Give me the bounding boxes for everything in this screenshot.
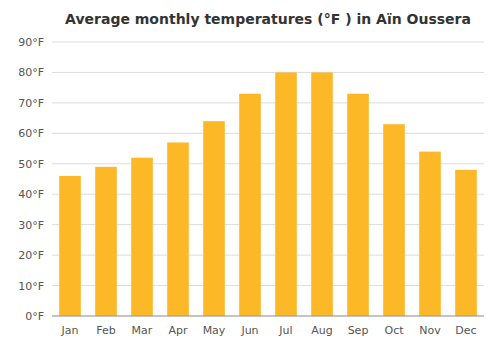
bar	[131, 158, 153, 316]
bar	[95, 167, 117, 316]
bar	[347, 94, 369, 316]
x-tick-label: Nov	[419, 324, 441, 337]
y-tick-label: 90°F	[18, 36, 44, 49]
x-tick-label: Jan	[61, 324, 79, 337]
x-tick-label: Sep	[348, 324, 369, 337]
bar	[275, 72, 297, 316]
bar	[239, 94, 261, 316]
y-tick-label: 0°F	[25, 310, 44, 323]
x-tick-label: Dec	[455, 324, 476, 337]
x-tick-label: Jun	[240, 324, 258, 337]
y-grid	[52, 42, 484, 316]
page: {"chart_data": {"type": "bar", "title": …	[0, 0, 500, 350]
title: Average monthly temperatures (°F ) in Aï…	[65, 11, 471, 27]
y-tick-label: 50°F	[18, 158, 44, 171]
bar	[419, 152, 441, 316]
bar	[167, 142, 189, 316]
bar	[59, 176, 81, 316]
y-tick-label: 30°F	[18, 219, 44, 232]
grid-line	[52, 42, 484, 43]
grid-line	[52, 133, 484, 134]
bars	[59, 72, 477, 316]
bar	[311, 72, 333, 316]
x-axis: Jan Feb Mar Apr May Jun Jul Aug Sep Oct Nov Dec	[61, 324, 477, 337]
x-tick-label: Mar	[132, 324, 153, 337]
y-tick-label: 40°F	[18, 188, 44, 201]
grid-line	[52, 72, 484, 73]
grid-line	[52, 316, 484, 317]
x-tick-label: Aug	[311, 324, 332, 337]
bar	[455, 170, 477, 316]
x-tick-label: Jul	[278, 324, 292, 337]
y-tick-label: 10°F	[18, 280, 44, 293]
grid-line	[52, 102, 484, 103]
x-tick-label: Oct	[384, 324, 404, 337]
y-axis: 0°F 10°F 20°F 30°F 40°F 50°F 60°F 70°F 80°F 90°F	[18, 36, 44, 323]
chart-container: Average monthly temperatures (°F ) in Aï…	[0, 0, 500, 350]
x-axis-line	[52, 316, 484, 317]
x-tick-label: Feb	[96, 324, 115, 337]
y-tick-label: 20°F	[18, 249, 44, 262]
x-tick-label: Apr	[168, 324, 188, 337]
y-tick-label: 80°F	[18, 66, 44, 79]
y-tick-label: 70°F	[18, 97, 44, 110]
bar	[383, 124, 405, 316]
bar	[203, 121, 225, 316]
chart: Average monthly temperatures (°F ) in Aï…	[0, 0, 500, 350]
x-tick-label: May	[203, 324, 226, 337]
y-tick-label: 60°F	[18, 127, 44, 140]
